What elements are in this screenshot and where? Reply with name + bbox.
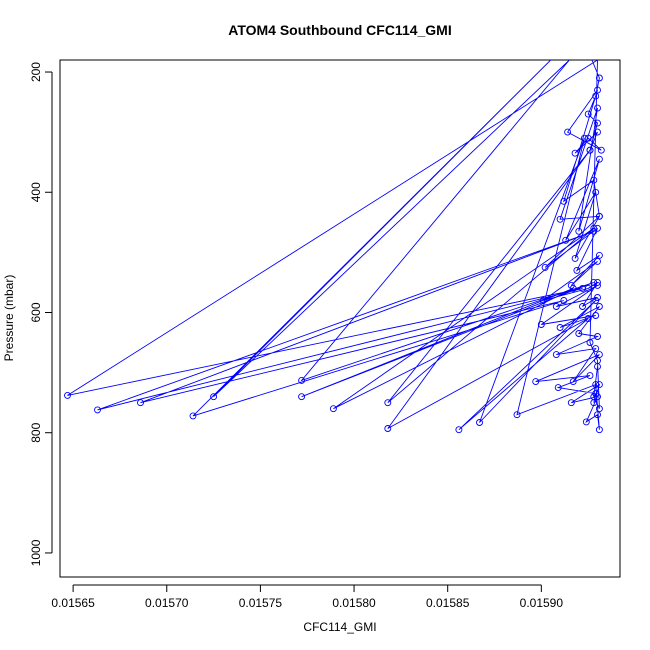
- data-point: [584, 315, 592, 322]
- data-point: [594, 278, 601, 286]
- x-tick-label: 0.01585: [426, 596, 470, 610]
- data-point: [592, 92, 600, 100]
- data-point: [137, 399, 144, 407]
- data-point: [569, 378, 577, 386]
- data-point: [592, 345, 600, 353]
- data-point: [552, 351, 560, 359]
- data-point: [94, 406, 101, 414]
- data-point: [567, 399, 575, 407]
- data-point: [573, 266, 581, 274]
- data-point: [571, 149, 579, 157]
- data-point: [329, 405, 337, 413]
- data-point: [210, 393, 218, 401]
- data-point: [554, 384, 562, 392]
- data-point: [594, 393, 601, 401]
- data-point: [592, 312, 600, 319]
- data-point: [594, 363, 601, 371]
- data-point: [595, 303, 603, 310]
- data-point: [575, 330, 583, 337]
- data-point: [595, 351, 603, 359]
- data-point: [562, 236, 570, 244]
- data-point: [590, 224, 598, 232]
- data-point: [590, 227, 598, 235]
- data-point: [564, 128, 572, 136]
- data-point: [532, 378, 540, 386]
- data-point: [595, 74, 603, 82]
- data-point: [586, 339, 594, 346]
- data-point: [590, 278, 598, 286]
- data-point: [594, 333, 601, 340]
- data-point: [571, 254, 579, 262]
- x-tick-label: 0.01580: [332, 596, 376, 610]
- data-point: [595, 155, 603, 163]
- data-point: [594, 86, 601, 94]
- data-point: [537, 321, 545, 328]
- y-tick-label: 400: [29, 182, 43, 202]
- y-tick-label: 200: [29, 62, 43, 82]
- data-point: [594, 411, 601, 419]
- data-point: [513, 411, 521, 419]
- data-point: [384, 425, 392, 432]
- data-point: [579, 284, 586, 292]
- data-point: [595, 426, 603, 434]
- data-point: [541, 263, 549, 271]
- data-point: [384, 399, 392, 407]
- data-point: [595, 251, 603, 259]
- data-point: [584, 110, 592, 118]
- x-tick-label: 0.01590: [520, 596, 564, 610]
- y-tick-label: 1000: [29, 539, 43, 566]
- data-point: [590, 393, 598, 401]
- x-tick-label: 0.01570: [145, 596, 189, 610]
- data-point: [539, 297, 547, 304]
- data-point: [476, 419, 483, 426]
- data-point: [556, 215, 564, 223]
- data-point: [552, 303, 560, 310]
- data-point: [594, 104, 601, 112]
- data-point: [595, 405, 603, 413]
- data-point: [586, 372, 594, 380]
- data-point: [579, 303, 586, 310]
- data-point: [597, 146, 605, 154]
- x-axis: 0.01565 0.01570 0.01575 0.01580 0.01585 0.015…: [51, 584, 564, 610]
- data-point: [590, 176, 598, 184]
- data-point: [298, 393, 306, 401]
- data-point: [595, 381, 603, 389]
- x-axis-label: CFC114_GMI: [303, 620, 376, 634]
- y-axis-label: Pressure (mbar): [2, 275, 16, 362]
- data-point: [592, 297, 600, 304]
- plot-frame: [59, 59, 621, 578]
- data-point: [594, 119, 601, 127]
- y-axis: 200 400 600 800 1000: [29, 62, 53, 566]
- data-point: [594, 128, 601, 136]
- data-point: [580, 134, 588, 142]
- data-point: [189, 412, 197, 420]
- data-point: [64, 391, 71, 399]
- y-tick-label: 600: [29, 302, 43, 322]
- series-line: [67, 60, 602, 431]
- data-point: [298, 376, 306, 384]
- data-point: [556, 324, 564, 331]
- x-tick-label: 0.01575: [239, 596, 283, 610]
- chart-title: ATOM4 Southbound CFC114_GMI: [228, 22, 452, 38]
- x-tick-label: 0.01565: [51, 596, 95, 610]
- data-point: [594, 257, 601, 265]
- data-point: [592, 381, 600, 389]
- data-point: [586, 146, 594, 154]
- data-point: [569, 284, 577, 292]
- data-point: [592, 188, 600, 196]
- data-point: [582, 418, 590, 426]
- data-point: [560, 197, 568, 205]
- data-point: [575, 227, 583, 235]
- data-point: [455, 426, 463, 434]
- y-tick-label: 800: [29, 422, 43, 442]
- data-point: [595, 212, 603, 220]
- data-point: [560, 297, 568, 304]
- series-layer: [64, 60, 605, 434]
- data-point: [584, 134, 592, 142]
